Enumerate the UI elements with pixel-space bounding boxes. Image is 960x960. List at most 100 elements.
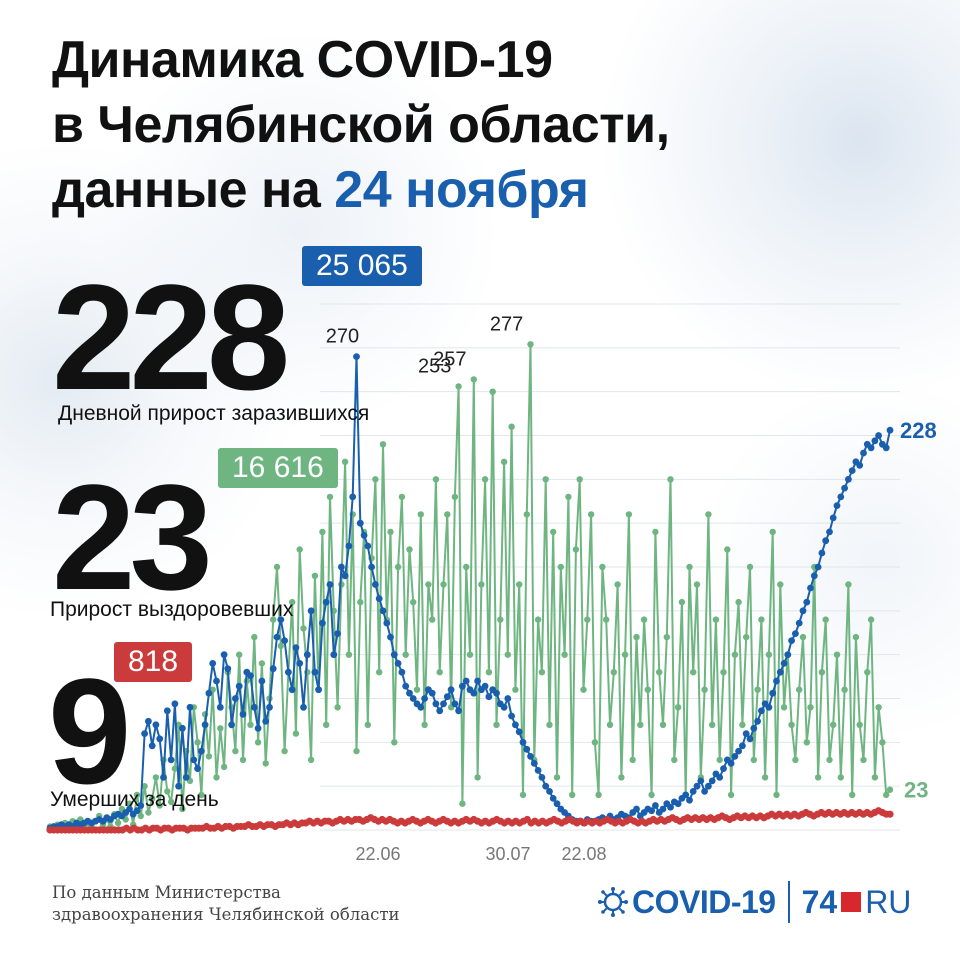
- recovered-point: [236, 651, 243, 658]
- recovered-point: [720, 669, 727, 676]
- cases-point: [882, 444, 890, 452]
- x-tick-label: 30.07: [485, 844, 530, 864]
- recovered-point: [599, 563, 606, 571]
- recovered-point: [429, 616, 436, 623]
- recovered-point: [569, 791, 576, 799]
- cases-point: [459, 682, 466, 690]
- recovered-point: [886, 786, 894, 793]
- recovered-point: [671, 756, 678, 764]
- cases-point: [224, 665, 232, 673]
- cases-point: [182, 774, 190, 781]
- cases-point: [330, 651, 338, 659]
- recovered-point: [421, 721, 428, 728]
- recovered-point: [334, 704, 341, 711]
- deaths-point: [886, 810, 894, 818]
- logo-separator: [787, 881, 790, 923]
- cases-point: [205, 689, 213, 697]
- recovered-point: [270, 616, 277, 623]
- series-cases: [46, 353, 894, 832]
- recovered-point: [534, 616, 542, 623]
- cases-point: [841, 484, 848, 492]
- cases-point: [875, 432, 882, 439]
- cases-point: [360, 532, 368, 539]
- logo-74-text: 74: [801, 883, 838, 920]
- peak-label: 253: [418, 355, 451, 377]
- recovered-point: [417, 511, 424, 518]
- recovered-point: [114, 819, 122, 827]
- cases-point: [689, 788, 697, 795]
- recovered-point: [731, 651, 739, 658]
- cases-point: [803, 598, 811, 606]
- recovered-point: [179, 805, 186, 813]
- cases-point: [523, 745, 531, 753]
- recovered-point: [258, 660, 266, 667]
- cases-point: [353, 353, 360, 360]
- recovered-point: [625, 511, 633, 518]
- recovered-point: [852, 633, 860, 641]
- recovered-point: [830, 721, 837, 728]
- cases-point: [213, 677, 220, 685]
- recovered-point: [637, 721, 644, 728]
- cases-point: [375, 595, 383, 602]
- cases-point: [697, 777, 705, 785]
- cases-point: [303, 651, 311, 659]
- recovered-point: [217, 725, 224, 732]
- cases-point: [133, 807, 141, 815]
- cases-point: [326, 581, 334, 588]
- cases-point: [315, 686, 322, 694]
- cases-point: [542, 782, 550, 790]
- cases-point: [693, 782, 701, 790]
- recovered-point: [376, 669, 383, 676]
- recovered-point: [557, 563, 564, 571]
- cases-point: [440, 700, 447, 708]
- recovered-point: [709, 721, 716, 728]
- cases-point: [447, 686, 455, 694]
- recovered-point: [519, 791, 527, 799]
- cases-point: [300, 703, 307, 711]
- recovered-point: [871, 774, 879, 781]
- cases-point: [735, 747, 742, 755]
- recovered-point: [542, 476, 549, 483]
- cases-point: [784, 651, 792, 659]
- cases-point: [288, 686, 296, 694]
- recovered-point: [156, 802, 163, 809]
- cases-point: [829, 514, 837, 522]
- recovered-point: [750, 756, 757, 764]
- recovered-point: [705, 511, 712, 518]
- deaths-label: Умерших за день: [50, 788, 219, 811]
- cases-point: [871, 437, 879, 445]
- recovered-point: [860, 756, 867, 764]
- cases-point: [201, 721, 209, 729]
- title-line-3-prefix: данные на: [52, 161, 335, 219]
- recovered-point: [701, 686, 708, 693]
- recovered-point: [674, 704, 682, 711]
- chart-grid: [320, 303, 900, 831]
- cases-point: [686, 796, 693, 804]
- recovered-point: [164, 788, 171, 795]
- cases-point: [163, 707, 171, 715]
- recovered-point: [171, 765, 179, 772]
- data-source: По данным Министерства здравоохранения Ч…: [52, 882, 399, 926]
- cases-value: 228: [52, 253, 290, 421]
- cases-point: [462, 677, 470, 685]
- recovered-point: [663, 633, 670, 641]
- recovered-point: [754, 686, 761, 693]
- recovered-point: [603, 616, 610, 623]
- recovered-point: [247, 721, 254, 728]
- cases-point: [387, 633, 394, 641]
- cases-point: [553, 800, 561, 808]
- recovered-point: [387, 528, 394, 536]
- recovered-point: [875, 704, 882, 711]
- cases-point: [341, 572, 349, 580]
- cases-point: [428, 689, 436, 697]
- cases-point: [549, 795, 557, 802]
- cases-point: [402, 682, 410, 690]
- recovered-point: [466, 651, 474, 658]
- cases-point: [311, 668, 319, 676]
- recovered-point: [394, 563, 402, 571]
- cases-point: [247, 672, 254, 680]
- cases-point: [659, 805, 667, 813]
- recovered-point: [133, 791, 141, 799]
- recovered-point: [311, 572, 319, 579]
